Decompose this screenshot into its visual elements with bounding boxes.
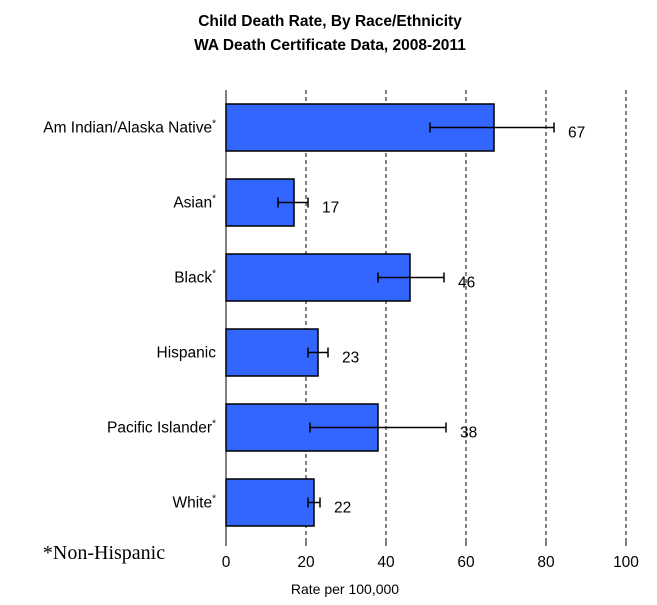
value-label-1: 17 <box>322 200 339 217</box>
category-label-5: White* <box>172 494 216 512</box>
error-bars-group <box>277 122 555 508</box>
value-label-3: 23 <box>342 350 359 367</box>
value-label-5: 22 <box>334 500 351 517</box>
chart-title-line-2: WA Death Certificate Data, 2008-2011 <box>194 37 466 54</box>
x-tick-label-60: 60 <box>457 554 475 571</box>
category-labels-group: Am Indian/Alaska Native* Asian* Black* Hisp… <box>43 119 216 512</box>
bar-3 <box>225 328 319 377</box>
x-axis-title: Rate per 100,000 <box>291 581 399 597</box>
value-labels-group: 67 17 46 23 38 22 <box>322 125 585 517</box>
gridlines <box>305 90 627 540</box>
category-label-4: Pacific Islander* <box>107 419 216 437</box>
footnote: *Non-Hispanic <box>43 542 165 564</box>
category-label-3: Hispanic <box>157 345 217 362</box>
category-label-1: Asian* <box>173 194 216 212</box>
category-label-0: Am Indian/Alaska Native* <box>43 119 216 137</box>
x-tick-label-20: 20 <box>297 554 315 571</box>
chart-title-line-1: Child Death Rate, By Race/Ethnicity <box>198 13 462 30</box>
value-label-2: 46 <box>458 275 475 292</box>
x-tick-label-0: 0 <box>222 554 231 571</box>
category-label-2: Black* <box>174 269 216 287</box>
bars-group <box>225 103 495 527</box>
x-tick-label-100: 100 <box>613 554 639 571</box>
value-label-0: 67 <box>568 125 585 142</box>
x-tick-label-40: 40 <box>377 554 395 571</box>
value-label-4: 38 <box>460 425 477 442</box>
x-tick-label-80: 80 <box>537 554 555 571</box>
bar-5 <box>225 478 315 527</box>
x-axis-ticks: 0 20 40 60 80 100 <box>222 540 639 571</box>
